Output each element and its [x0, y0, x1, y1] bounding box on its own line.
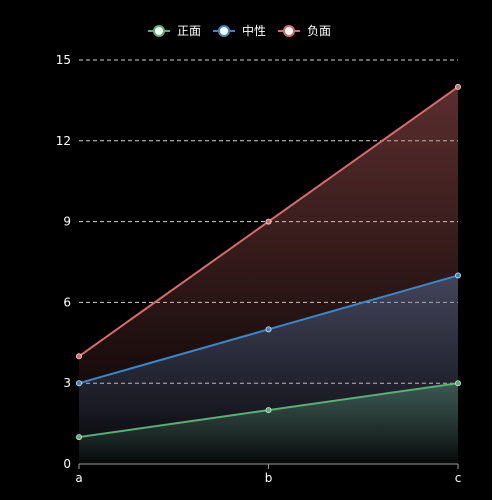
data-point[interactable] [265, 218, 272, 225]
legend-item[interactable]: 中性 [213, 23, 266, 38]
legend-label: 负面 [307, 24, 331, 38]
legend-label: 中性 [242, 23, 266, 38]
x-tick-label: c [455, 471, 462, 485]
legend-label: 正面 [177, 24, 201, 38]
y-tick-label: 3 [63, 376, 71, 390]
data-point[interactable] [454, 272, 461, 279]
legend-swatch-marker [283, 25, 295, 37]
point-layer [76, 83, 461, 441]
data-point[interactable] [265, 407, 272, 414]
legend-item[interactable]: 负面 [278, 24, 331, 38]
area-layer [79, 86, 458, 464]
data-point[interactable] [76, 380, 83, 387]
page-edge [492, 0, 500, 500]
data-point[interactable] [265, 326, 272, 333]
legend-swatch-marker [218, 25, 230, 37]
series-area [79, 86, 458, 464]
data-point[interactable] [76, 353, 83, 360]
y-tick-label: 12 [56, 134, 71, 148]
y-tick-label: 9 [63, 215, 71, 229]
x-tick-label: a [75, 471, 82, 485]
y-tick-label: 6 [63, 295, 71, 309]
axis-layer: 0 3 6 9 12 15 a b c [56, 53, 462, 485]
x-tick-label: b [265, 471, 273, 485]
legend[interactable]: 正面 中性 负面 [148, 23, 331, 38]
data-point[interactable] [76, 434, 83, 441]
legend-swatch-marker [153, 25, 165, 37]
y-tick-label: 15 [56, 53, 71, 67]
legend-item[interactable]: 正面 [148, 24, 201, 38]
y-tick-label: 0 [63, 457, 71, 471]
data-point[interactable] [454, 380, 461, 387]
data-point[interactable] [454, 83, 461, 90]
